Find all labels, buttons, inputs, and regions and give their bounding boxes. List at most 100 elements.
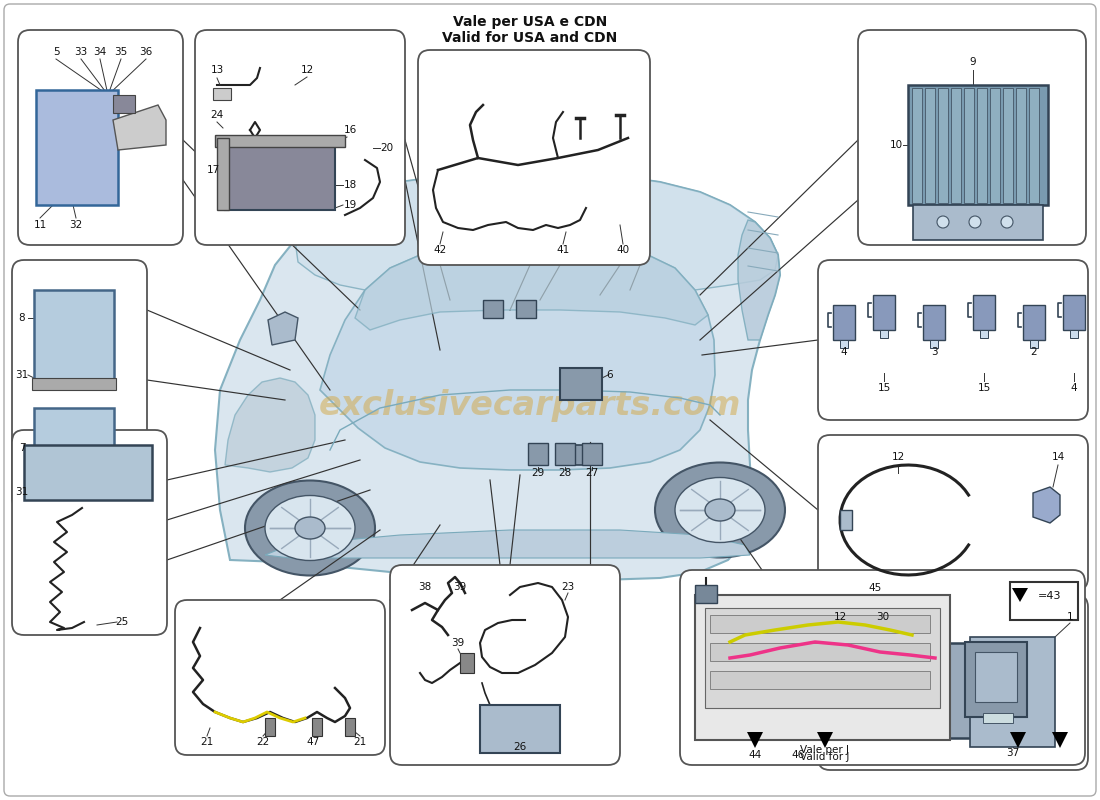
Bar [974, 295, 996, 330]
Bar [1023, 305, 1045, 340]
Bar [226, 142, 336, 210]
Bar [345, 718, 355, 736]
Text: 12: 12 [300, 65, 313, 75]
Polygon shape [1033, 487, 1060, 523]
Polygon shape [226, 378, 315, 472]
Text: 21: 21 [353, 737, 366, 747]
Text: 21: 21 [200, 737, 213, 747]
Text: 27: 27 [585, 468, 598, 478]
Bar [923, 305, 945, 340]
Bar [217, 138, 229, 210]
Text: 22: 22 [256, 737, 270, 747]
Text: 44: 44 [748, 750, 761, 760]
FancyBboxPatch shape [418, 50, 650, 265]
Bar [36, 90, 118, 205]
Circle shape [490, 305, 500, 315]
Bar [913, 205, 1043, 240]
Bar [483, 300, 503, 318]
Bar [1016, 88, 1026, 203]
Bar [312, 718, 322, 736]
Bar [710, 615, 930, 633]
Bar [32, 486, 116, 498]
Text: 4: 4 [1070, 383, 1077, 393]
Bar [925, 88, 935, 203]
Text: 1: 1 [1067, 612, 1074, 622]
Bar [1028, 88, 1040, 203]
Bar [582, 443, 602, 465]
Bar [214, 135, 345, 147]
Text: 13: 13 [210, 65, 223, 75]
Text: 24: 24 [210, 110, 223, 120]
Bar [990, 88, 1000, 203]
Text: 45: 45 [868, 583, 881, 593]
Bar [528, 443, 548, 465]
Text: 36: 36 [140, 47, 153, 57]
Bar [460, 653, 474, 673]
Text: 12: 12 [834, 612, 847, 622]
Text: 7: 7 [19, 443, 25, 453]
Text: 28: 28 [559, 468, 572, 478]
Bar [556, 443, 575, 465]
FancyBboxPatch shape [175, 600, 385, 755]
Circle shape [525, 305, 535, 315]
Text: 19: 19 [343, 200, 356, 210]
Text: 39: 39 [453, 582, 466, 592]
Bar [558, 445, 590, 465]
Text: 39: 39 [451, 638, 464, 648]
Text: 30: 30 [877, 612, 890, 622]
Text: 46: 46 [791, 750, 804, 760]
Bar [24, 445, 152, 500]
Text: 23: 23 [561, 582, 574, 592]
Bar [1063, 295, 1085, 330]
Text: 31: 31 [15, 487, 29, 497]
Bar [32, 378, 116, 390]
FancyBboxPatch shape [12, 260, 147, 510]
Bar [965, 642, 1027, 717]
Circle shape [937, 216, 949, 228]
Text: 14: 14 [1052, 452, 1065, 462]
Text: 12: 12 [891, 452, 904, 462]
FancyBboxPatch shape [18, 30, 183, 245]
Bar [983, 655, 1013, 665]
Text: 25: 25 [116, 617, 129, 627]
Text: Valid for J: Valid for J [801, 752, 849, 762]
Text: 11: 11 [33, 220, 46, 230]
Polygon shape [320, 245, 715, 470]
Text: 40: 40 [616, 245, 629, 255]
Text: Vale per J: Vale per J [801, 745, 849, 755]
Bar [970, 637, 1055, 747]
FancyBboxPatch shape [818, 260, 1088, 420]
Bar [878, 643, 974, 738]
Polygon shape [817, 732, 833, 748]
FancyBboxPatch shape [12, 430, 167, 635]
Polygon shape [268, 312, 298, 345]
Polygon shape [1052, 732, 1068, 748]
Text: 8: 8 [19, 313, 25, 323]
Bar [983, 685, 1013, 695]
Text: Valid for USA and CDN: Valid for USA and CDN [442, 31, 617, 45]
Text: Vale per USA e CDN: Vale per USA e CDN [453, 15, 607, 29]
Bar [560, 368, 602, 400]
Circle shape [1001, 216, 1013, 228]
Text: 5: 5 [53, 47, 59, 57]
Text: 41: 41 [557, 245, 570, 255]
Bar [1010, 582, 1078, 620]
Bar [912, 88, 922, 203]
Bar [977, 88, 987, 203]
Text: 34: 34 [94, 47, 107, 57]
Text: 32: 32 [69, 220, 82, 230]
Bar [840, 510, 852, 530]
Bar [873, 295, 895, 330]
Text: exclusivecarparts.com: exclusivecarparts.com [319, 389, 741, 422]
Polygon shape [1010, 732, 1026, 748]
Bar [710, 671, 930, 689]
Bar [265, 718, 275, 736]
Polygon shape [355, 245, 708, 330]
Bar [710, 643, 930, 661]
Text: 20: 20 [381, 143, 394, 153]
Text: 42: 42 [433, 245, 447, 255]
Bar [975, 652, 1018, 702]
Text: 31: 31 [15, 370, 29, 380]
Bar [908, 85, 1048, 205]
Bar [34, 290, 114, 380]
